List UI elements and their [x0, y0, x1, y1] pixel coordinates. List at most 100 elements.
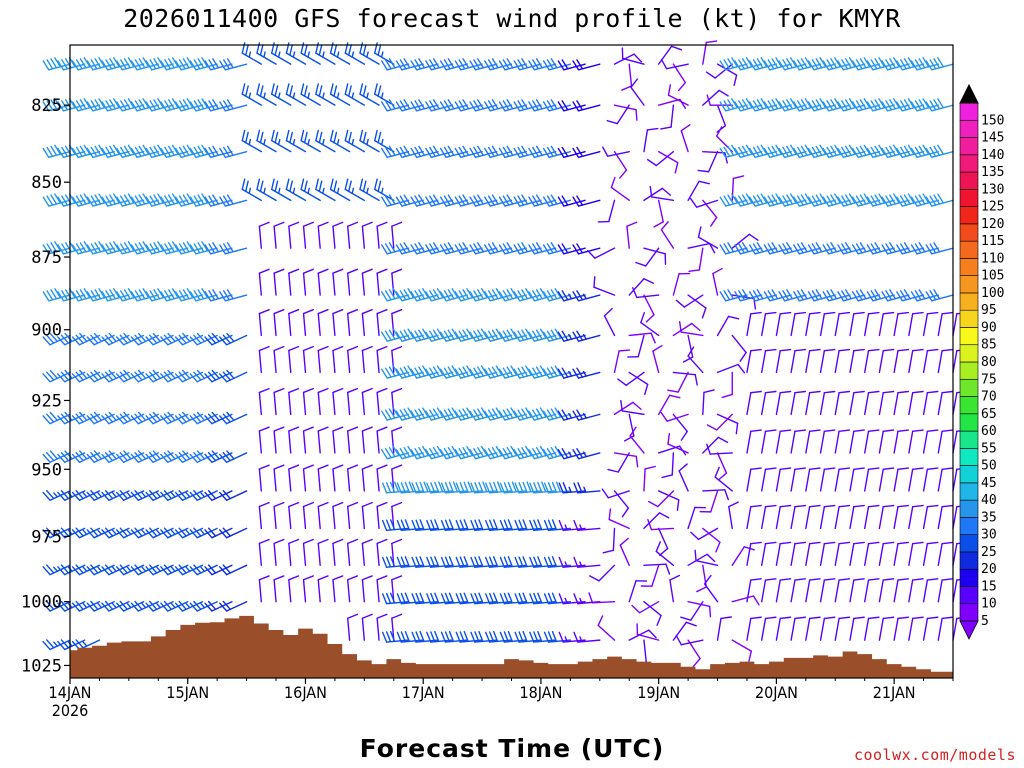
wind-barb	[145, 193, 174, 207]
wind-barb	[734, 144, 763, 159]
wind-barb	[116, 144, 145, 159]
wind-barb	[807, 242, 836, 255]
wind-barb	[332, 308, 344, 337]
terrain-fill	[70, 615, 953, 678]
wind-barb	[793, 193, 822, 207]
wind-barb	[219, 450, 248, 463]
wind-barb	[837, 193, 866, 207]
wind-barb	[702, 389, 715, 416]
wind-barb	[513, 407, 542, 421]
colorbar-swatch	[959, 344, 979, 363]
wind-barb	[86, 144, 115, 159]
wind-barb	[499, 481, 527, 494]
wind-barb	[807, 57, 836, 71]
wind-barb	[893, 429, 910, 454]
colorbar-swatch	[959, 499, 979, 518]
wind-barb	[667, 84, 689, 106]
colorbar-swatch	[959, 275, 979, 294]
wind-barb	[189, 98, 218, 112]
wind-barb	[346, 575, 359, 603]
wind-barb	[896, 289, 925, 302]
wind-barb	[834, 616, 851, 641]
colorbar-label: 80	[981, 355, 997, 370]
wind-barb	[332, 538, 344, 567]
wind-barb	[660, 104, 675, 130]
wind-barb	[145, 411, 174, 425]
wind-barb	[425, 288, 454, 302]
wind-barb	[219, 242, 248, 255]
wind-barb	[719, 242, 748, 255]
wind-barb	[922, 311, 939, 337]
wind-barb	[613, 150, 628, 179]
wind-barb	[258, 501, 270, 530]
wind-barb	[672, 322, 701, 337]
wind-barb	[174, 369, 204, 383]
wind-barb	[542, 58, 572, 71]
wind-barb	[819, 311, 836, 337]
wind-barb	[805, 467, 821, 492]
credit-text: coolwx.com/models	[853, 746, 1016, 764]
wind-barb	[587, 247, 616, 259]
wind-barb	[381, 194, 410, 207]
wind-barb	[116, 241, 145, 255]
wind-barb	[763, 193, 792, 207]
wind-barb	[514, 481, 542, 494]
wind-barb	[439, 145, 469, 159]
wind-barb	[101, 98, 130, 112]
wind-barb	[499, 556, 527, 568]
wind-barb	[302, 426, 314, 454]
wind-barb	[374, 129, 395, 153]
colorbar-top-arrow	[959, 83, 979, 104]
wind-barb	[643, 465, 656, 492]
wind-barb	[937, 311, 954, 337]
wind-barb	[908, 467, 924, 492]
wind-barb	[219, 527, 248, 539]
wind-barb	[285, 129, 307, 153]
colorbar-swatch	[959, 258, 979, 276]
wind-barb	[572, 59, 601, 71]
wind-barb	[270, 129, 292, 153]
wind-barb	[219, 289, 248, 302]
wind-barb	[391, 345, 403, 374]
wind-barb	[381, 365, 410, 379]
wind-barb	[807, 144, 836, 159]
wind-barb	[498, 288, 527, 302]
colorbar-swatch	[959, 361, 979, 380]
wind-barb	[42, 241, 71, 255]
wind-barb	[849, 541, 865, 567]
wind-barb	[678, 320, 704, 337]
wind-barb	[557, 367, 586, 379]
colorbar-label: 70	[981, 390, 997, 405]
wind-barb	[632, 287, 660, 299]
wind-barb	[542, 445, 572, 460]
wind-barb	[908, 541, 924, 567]
wind-barb	[763, 144, 792, 159]
wind-barb	[42, 288, 71, 302]
wind-barb	[937, 541, 954, 567]
wind-barb	[922, 504, 939, 530]
wind-barb	[910, 193, 939, 207]
wind-barb	[219, 490, 248, 501]
wind-barb	[498, 194, 527, 207]
wind-barb	[705, 63, 733, 79]
wind-barb	[302, 575, 314, 603]
wind-barb	[834, 467, 851, 492]
wind-barb	[819, 390, 836, 416]
wind-barb	[258, 345, 270, 374]
wind-barb	[716, 363, 746, 374]
wind-barb	[346, 538, 359, 567]
wind-barb	[346, 387, 359, 416]
wind-barb	[204, 242, 233, 255]
wind-barb	[270, 83, 292, 106]
colorbar-label: 140	[981, 148, 1004, 163]
wind-barb	[837, 57, 866, 71]
wind-barb	[484, 407, 513, 421]
wind-barb	[864, 616, 880, 641]
wind-barb	[822, 144, 851, 159]
wind-barb	[623, 413, 635, 442]
colorbar-label: 35	[981, 510, 997, 525]
wind-barb	[646, 150, 675, 167]
wind-barb	[910, 144, 939, 159]
wind-barb	[189, 144, 218, 159]
wind-barb	[910, 242, 939, 255]
